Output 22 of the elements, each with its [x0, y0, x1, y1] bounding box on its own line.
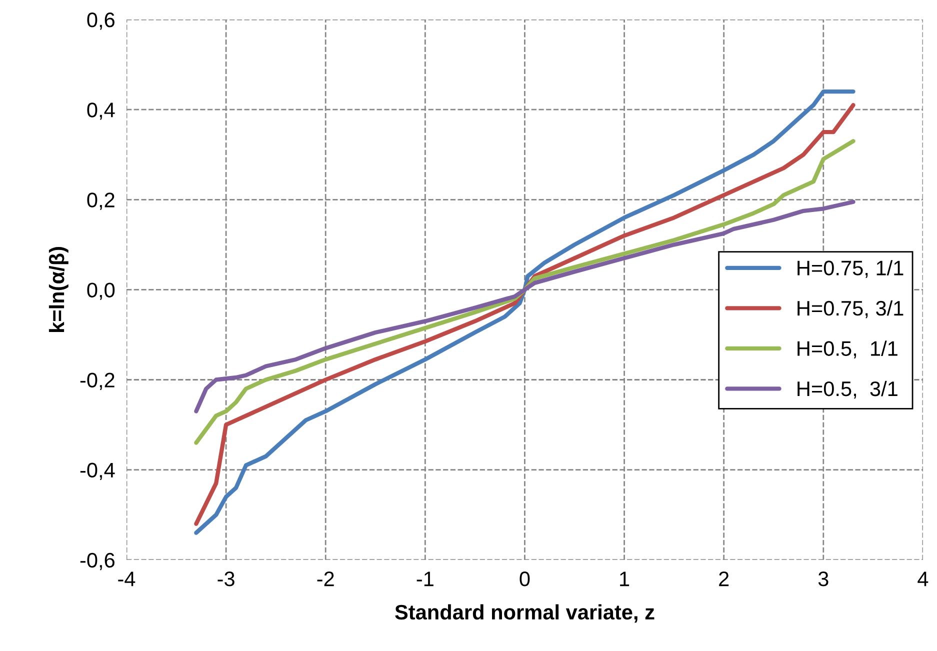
legend-label: H=0.5, 3/1 — [798, 380, 898, 399]
x-tick-label: 2 — [719, 572, 729, 586]
y-tick-label: 0,4 — [87, 102, 115, 120]
x-tick-label: -2 — [317, 572, 334, 586]
x-tick-label: -3 — [218, 572, 234, 586]
x-tick-label: 3 — [818, 572, 828, 586]
legend-label: H=0.75, 1/1 — [798, 260, 904, 278]
legend-label: H=0.5, 1/1 — [798, 340, 898, 358]
x-tick-label: 1 — [620, 572, 630, 586]
y-tick-label: 0,0 — [87, 282, 115, 300]
x-tick-label: 0 — [520, 572, 530, 586]
x-axis-title: Standard normal variate, z — [395, 604, 654, 623]
y-axis-title: k=ln(α/β) — [48, 247, 68, 332]
y-tick-label: -0,4 — [80, 462, 115, 480]
y-tick-label: -0,6 — [80, 552, 114, 570]
y-tick-label: 0,2 — [87, 192, 114, 210]
y-tick-label: 0,6 — [87, 12, 114, 30]
x-tick-label: 4 — [918, 572, 928, 586]
x-tick-label: -4 — [118, 572, 136, 586]
legend-label: H=0.75, 3/1 — [798, 300, 904, 318]
x-tick-label: -1 — [416, 572, 434, 586]
y-tick-label: -0,2 — [80, 372, 114, 390]
